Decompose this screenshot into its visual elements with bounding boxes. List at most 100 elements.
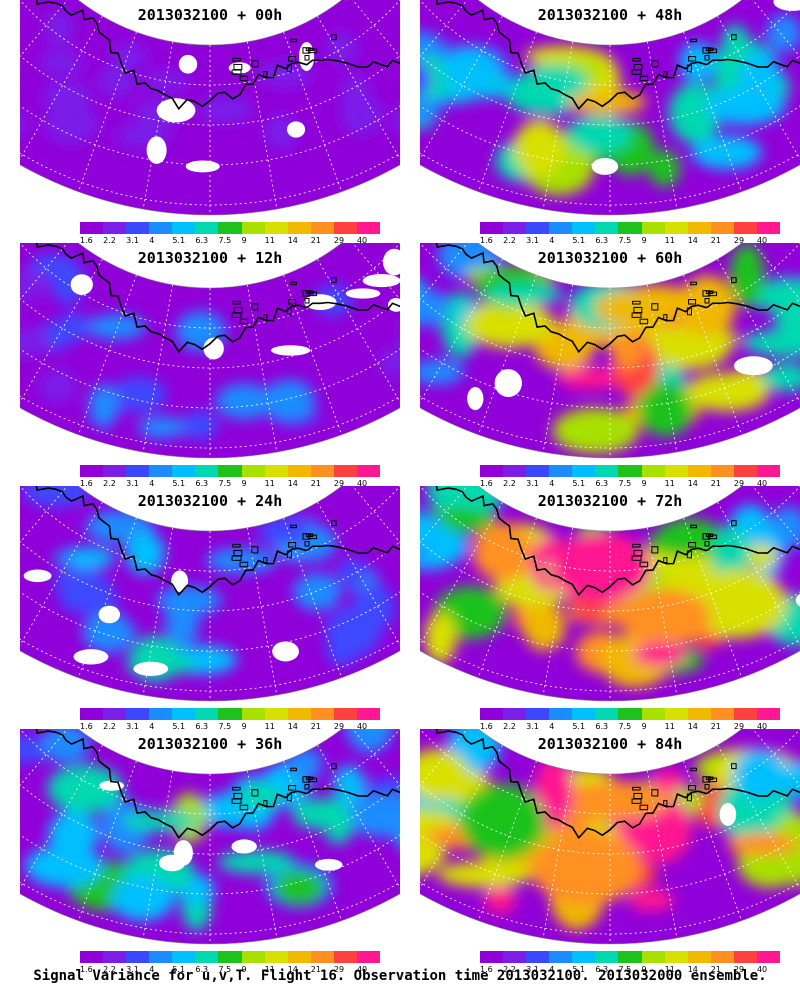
colorbar-tick-label: 14: [687, 965, 698, 974]
below-threshold-area: [773, 0, 800, 11]
variance-contour: [344, 794, 400, 838]
variance-contour: [593, 289, 679, 327]
colorbar-tick-label: 4: [149, 479, 155, 488]
colorbar-tick-label: 21: [710, 965, 721, 974]
panel-title: 2013032100 + 48h: [537, 6, 683, 24]
colorbar-swatch: [480, 951, 504, 963]
colorbar-tick-label: 40: [356, 722, 368, 731]
colorbar-tick-label: 5.1: [172, 965, 186, 974]
island-outline: [331, 277, 337, 284]
island-outline: [639, 804, 649, 811]
variance-contour: [337, 558, 368, 588]
colorbar-swatch: [549, 465, 573, 477]
island-outline: [331, 520, 337, 527]
variance-contour: [303, 526, 336, 560]
colorbar-swatch: [710, 708, 734, 720]
variance-contour: [215, 383, 274, 420]
colorbar-tick-label: 1.6: [80, 965, 93, 974]
colorbar-swatch: [595, 951, 619, 963]
colorbar-swatch: [126, 951, 150, 963]
island-outline: [688, 785, 697, 791]
colorbar-tick-label: 4: [549, 236, 555, 245]
colorbar-tick-label: 9: [641, 236, 647, 245]
colorbar-tick-label: 29: [733, 722, 745, 731]
variance-contour: [726, 832, 799, 856]
island-outline: [307, 777, 318, 783]
island-outline: [633, 549, 643, 557]
colorbar-swatch: [618, 465, 642, 477]
colorbar-tick-label: 21: [310, 965, 321, 974]
panel-72h: 2013032100 + 72h 1.6 2.2 3.1 4 5.1 6.3 7.5 9 11 1…: [420, 486, 800, 731]
island-outline: [290, 524, 297, 529]
island-outline: [639, 318, 649, 325]
variance-contour: [567, 114, 633, 154]
coastline: [27, 0, 400, 111]
below-threshold-area: [362, 274, 400, 288]
colorbar-tick-label: 1.6: [80, 479, 93, 488]
island-outline: [632, 786, 641, 791]
colorbar-tick-label: 6.3: [595, 965, 609, 974]
island-outline: [232, 543, 241, 548]
colorbar-swatch: [310, 951, 334, 963]
colorbar-swatch: [264, 222, 288, 234]
variance-contour: [424, 611, 457, 664]
colorbar-tick-label: 21: [310, 479, 321, 488]
colorbar-swatch: [710, 465, 734, 477]
variance-contour: [137, 416, 187, 439]
colorbar-swatch: [264, 465, 288, 477]
colorbar-swatch: [287, 708, 311, 720]
island-outline: [307, 534, 318, 540]
variance-contour: [263, 379, 315, 422]
island-outline: [632, 300, 641, 305]
variance-contour: [37, 50, 86, 76]
colorbar-swatch: [80, 951, 104, 963]
signal-variance-map: [420, 729, 800, 945]
colorbar-tick-label: 7.5: [618, 965, 632, 974]
variance-contour: [141, 70, 191, 93]
colorbar-tick-label: 40: [756, 479, 768, 488]
below-threshold-area: [203, 337, 224, 360]
colorbar-swatch: [664, 465, 688, 477]
island-outline: [239, 561, 249, 568]
colorbar-tick-label: 4: [149, 722, 155, 731]
variance-contour: [24, 845, 104, 887]
variance-contour: [420, 748, 470, 801]
variance-contour: [460, 783, 546, 860]
colorbar-tick-label: 4: [149, 236, 155, 245]
variance-contour: [345, 729, 394, 753]
colorbar-swatch: [333, 708, 357, 720]
signal-variance-map: [20, 486, 400, 702]
variance-contour: [464, 300, 555, 348]
colorbar-swatch: [480, 708, 504, 720]
colorbar-swatch: [641, 465, 665, 477]
colorbar-tick-label: 7.5: [218, 965, 232, 974]
variance-contour: [238, 783, 282, 809]
island-outline: [288, 56, 297, 62]
colorbar-swatch: [356, 465, 381, 477]
colorbar-swatch: [287, 951, 311, 963]
coastline: [427, 486, 800, 597]
colorbar-tick-label: 7.5: [618, 722, 632, 731]
colorbar-ticks: 1.6 2.2 3.1 4 5.1 6.3 7.5 9 11 14 21 29 40: [480, 722, 780, 732]
colorbar-tick-label: 14: [287, 722, 298, 731]
below-threshold-area: [467, 386, 484, 411]
colorbar-tick-label: 29: [333, 236, 345, 245]
island-outline: [290, 281, 297, 286]
colorbar-swatch: [503, 708, 527, 720]
colorbar-swatch: [310, 708, 334, 720]
colorbar-swatch: [756, 465, 781, 477]
colorbar-swatch: [687, 951, 711, 963]
variance-contour: [323, 808, 353, 845]
panel-title: 2013032100 + 36h: [137, 735, 283, 753]
signal-variance-map: [420, 0, 800, 216]
island-outline: [251, 303, 259, 311]
colorbar-tick-label: 9: [241, 236, 247, 245]
island-outline: [731, 763, 737, 770]
map-border: [20, 243, 400, 459]
variance-contour: [165, 597, 199, 647]
colorbar-swatch: [549, 222, 573, 234]
colorbar-tick-label: 4: [549, 965, 555, 974]
variance-contour: [732, 749, 787, 800]
panel-title: 2013032100 + 84h: [537, 735, 683, 753]
graticule: [20, 729, 400, 944]
